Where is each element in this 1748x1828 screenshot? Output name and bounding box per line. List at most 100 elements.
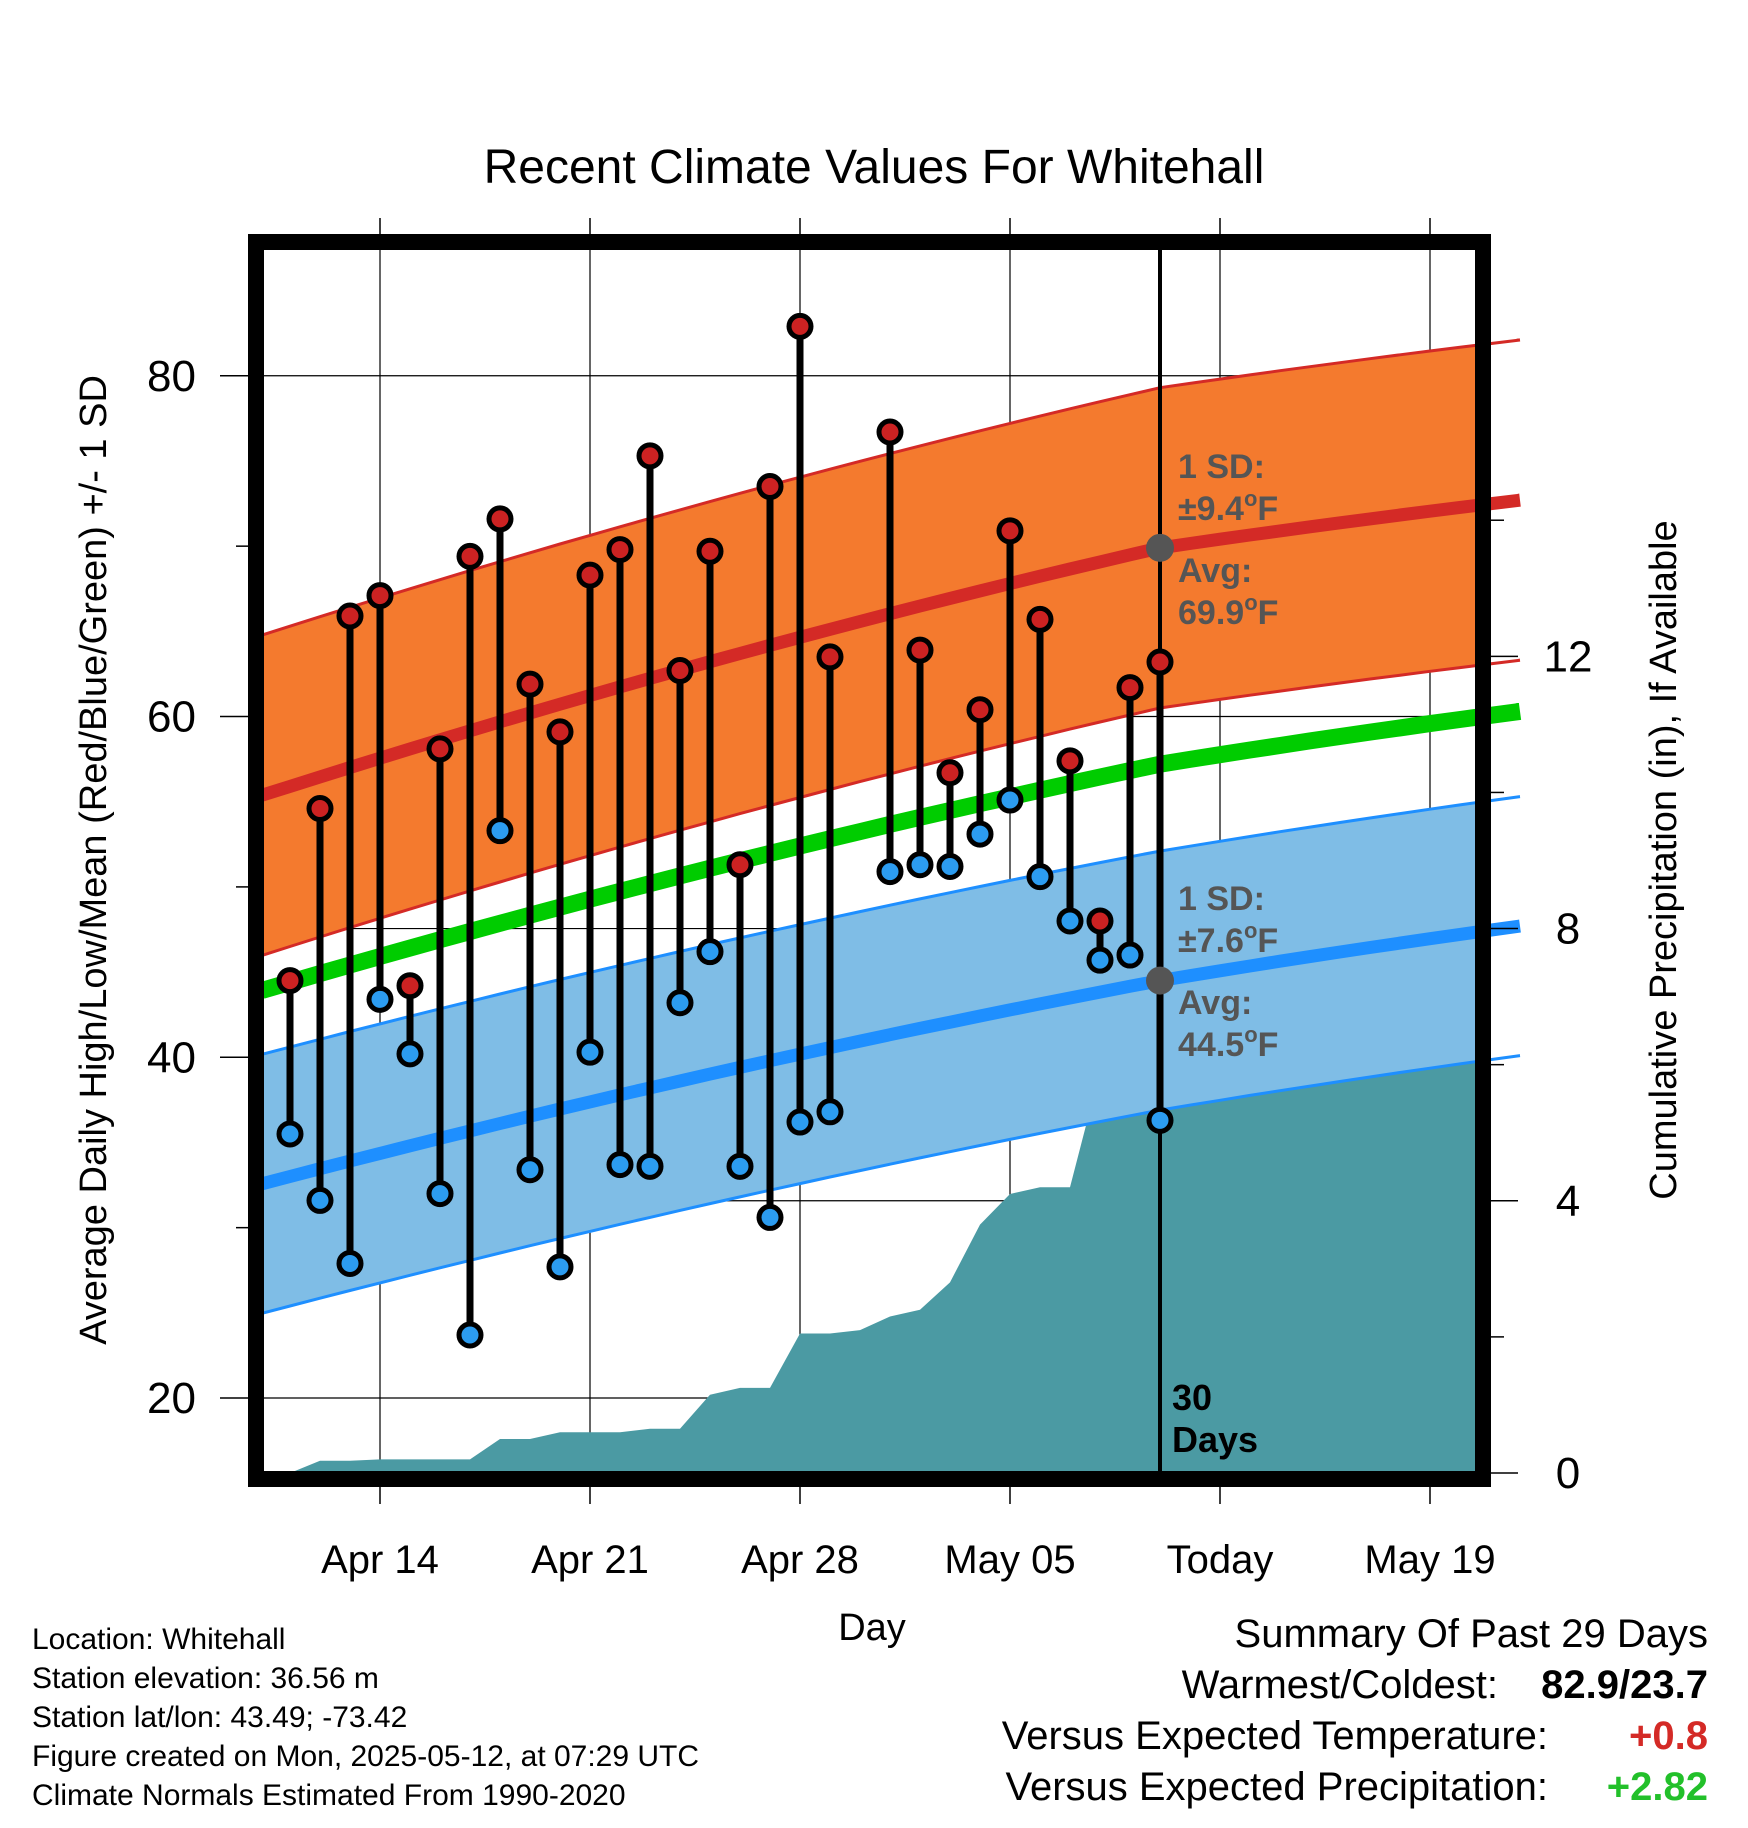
precip-row: Versus Expected Precipitation: +2.82 [1002, 1765, 1708, 1816]
daily-high-point [1116, 674, 1144, 702]
y2-tick-label: 4 [1556, 1177, 1580, 1226]
y-tick-label: 20 [147, 1374, 196, 1423]
daily-high-point [486, 505, 514, 533]
high-band-upper [261, 338, 1521, 637]
y-tick-label: 40 [147, 1033, 196, 1082]
x-axis-label: Day [838, 1607, 906, 1649]
daily-high-point [876, 418, 904, 446]
summary-panel: Summary Of Past 29 Days Warmest/Coldest:… [1002, 1612, 1708, 1816]
daily-low-point [1056, 907, 1084, 935]
daily-high-point [1026, 605, 1054, 633]
plot-frame [248, 234, 1491, 1487]
daily-high-point [276, 967, 304, 995]
x-tick-label: Apr 14 [321, 1538, 439, 1582]
warmest-label: Warmest/Coldest: [1181, 1663, 1498, 1707]
daily-high-point [756, 473, 784, 501]
daily-low-point [576, 1038, 604, 1066]
precip-label: Versus Expected Precipitation: [1005, 1765, 1548, 1809]
y-tick-label: 80 [147, 352, 196, 401]
x-tick-label: May 19 [1364, 1538, 1495, 1582]
x-tick-label: Apr 28 [741, 1538, 859, 1582]
y2-tick-label: 12 [1544, 632, 1593, 681]
station-info: Location: Whitehall Station elevation: 3… [32, 1620, 699, 1815]
summary-heading-row: Summary Of Past 29 Days [1002, 1612, 1708, 1663]
mean-temp-line [259, 702, 1522, 999]
daily-high-point [936, 759, 964, 787]
high-mean-line [260, 493, 1521, 802]
daily-high-point [1056, 747, 1084, 775]
chart-title: Recent Climate Values For Whitehall [483, 141, 1265, 194]
daily-high-point [426, 735, 454, 763]
daily-low-point [336, 1249, 364, 1277]
daily-high-point [516, 670, 544, 698]
daily-high-point [606, 536, 634, 564]
daily-high-point [396, 972, 424, 1000]
daily-low-point [816, 1098, 844, 1126]
precip-area [262, 1044, 1520, 1473]
daily-high-point [336, 602, 364, 630]
daily-high-point [996, 517, 1024, 545]
daily-low-point [1026, 863, 1054, 891]
daily-high-point [726, 851, 754, 879]
daily-high-point [546, 718, 574, 746]
daily-low-point [276, 1120, 304, 1148]
daily-low-point [306, 1186, 334, 1214]
daily-low-point [726, 1152, 754, 1180]
daily-low-point [366, 985, 394, 1013]
plot-border [248, 234, 1491, 1487]
daily-low-point [1146, 1106, 1174, 1134]
precip-fill [262, 1044, 1520, 1473]
daily-low-point [1116, 941, 1144, 969]
latlon-text: Station lat/lon: 43.49; -73.42 [32, 1701, 408, 1734]
daily-low-point [516, 1156, 544, 1184]
low-band-lower [261, 1054, 1521, 1315]
y-axis-label: Average Daily High/Low/Mean (Red/Blue/Gr… [73, 375, 115, 1345]
x-tick-label: Apr 21 [531, 1538, 649, 1582]
daily-high-point [1086, 907, 1114, 935]
daily-low-point [546, 1253, 574, 1281]
low-annotation-line: 1 SD: [1178, 880, 1265, 918]
low-annotation-line: Avg: [1178, 984, 1252, 1022]
daily-observations [276, 312, 1174, 1349]
daily-low-point [396, 1040, 424, 1068]
summary-heading: Summary Of Past 29 Days [1234, 1612, 1708, 1656]
high-band-lower [261, 658, 1521, 957]
warmest-value: 82.9/23.7 [1541, 1663, 1708, 1707]
axes: Apr 14 Apr 21 Apr 28 May 05 Today May 1920406… [73, 352, 1685, 1649]
daily-low-point [666, 989, 694, 1017]
today-days-label: Days [1172, 1419, 1258, 1460]
y2-tick-label: 8 [1556, 905, 1580, 954]
high-annotation-line: Avg: [1178, 552, 1252, 590]
daily-high-point [696, 537, 724, 565]
daily-low-point [636, 1152, 664, 1180]
high-annotation-line: ±9.4oF [1178, 486, 1278, 528]
daily-low-point [426, 1180, 454, 1208]
daily-low-point [696, 938, 724, 966]
y2-tick-label: 0 [1556, 1449, 1580, 1498]
daily-high-point [456, 542, 484, 570]
daily-high-point [966, 696, 994, 724]
high-avg-marker [1146, 533, 1174, 562]
temp-value: +0.8 [1629, 1714, 1708, 1758]
x-tick-label: Today [1167, 1538, 1274, 1582]
low-band-upper [261, 795, 1521, 1056]
daily-low-point [756, 1203, 784, 1231]
precip-value: +2.82 [1606, 1765, 1708, 1809]
daily-low-point [936, 852, 964, 880]
daily-low-point [996, 786, 1024, 814]
daily-low-point [486, 817, 514, 845]
low-avg-marker [1146, 966, 1174, 995]
daily-low-point [966, 820, 994, 848]
today-days-number: 30 [1172, 1377, 1212, 1418]
location-text: Location: Whitehall [32, 1623, 286, 1656]
high-annotation-line: 69.9oF [1178, 590, 1278, 632]
warmest-row: Warmest/Coldest: 82.9/23.7 [1002, 1663, 1708, 1714]
low-mean-line [260, 919, 1521, 1191]
low-band [262, 796, 1520, 1314]
low-annotation-line: 44.5oF [1178, 1022, 1278, 1064]
daily-high-point [1146, 648, 1174, 676]
low-annotation-line: ±7.6oF [1178, 918, 1278, 960]
x-tick-label: May 05 [944, 1538, 1075, 1582]
